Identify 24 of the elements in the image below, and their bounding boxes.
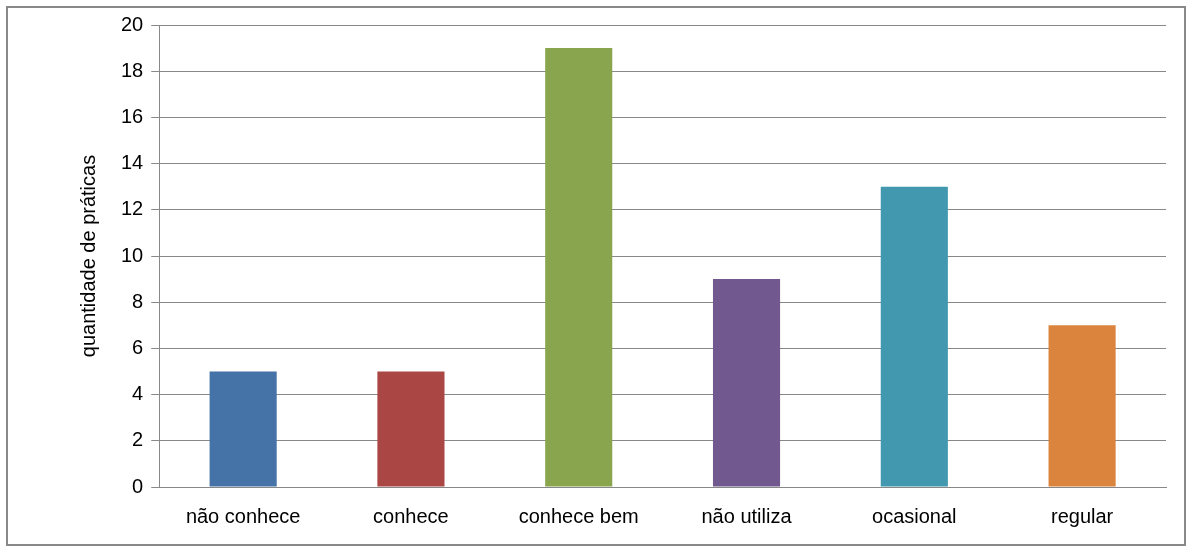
x-tick-label: conhece bem (518, 504, 639, 527)
x-tick-label: conhece (373, 504, 449, 527)
y-tick-label: 10 (121, 243, 144, 266)
bar (209, 371, 277, 487)
y-tick-label: 12 (121, 197, 144, 220)
y-tick-label: 2 (132, 428, 144, 451)
y-tick-label: 14 (121, 151, 144, 174)
x-tick-label: não utiliza (701, 504, 793, 527)
x-tick-label: regular (1050, 504, 1114, 527)
y-axis-title: quantidade de práticas (76, 154, 99, 358)
bar (880, 186, 948, 487)
y-tick-label: 16 (121, 104, 144, 127)
y-tick-label: 4 (132, 382, 144, 405)
y-tick-label: 0 (132, 474, 144, 497)
x-tick-label: ocasional (872, 504, 957, 527)
bar (712, 279, 781, 487)
y-tick-label: 20 (121, 12, 144, 35)
bar (377, 371, 445, 487)
y-tick-label: 8 (132, 289, 144, 312)
x-tick-label: não conhece (185, 504, 301, 527)
bar (1048, 325, 1116, 487)
y-tick-label: 6 (132, 335, 144, 358)
bar (545, 48, 613, 487)
y-tick-label: 18 (121, 58, 144, 81)
